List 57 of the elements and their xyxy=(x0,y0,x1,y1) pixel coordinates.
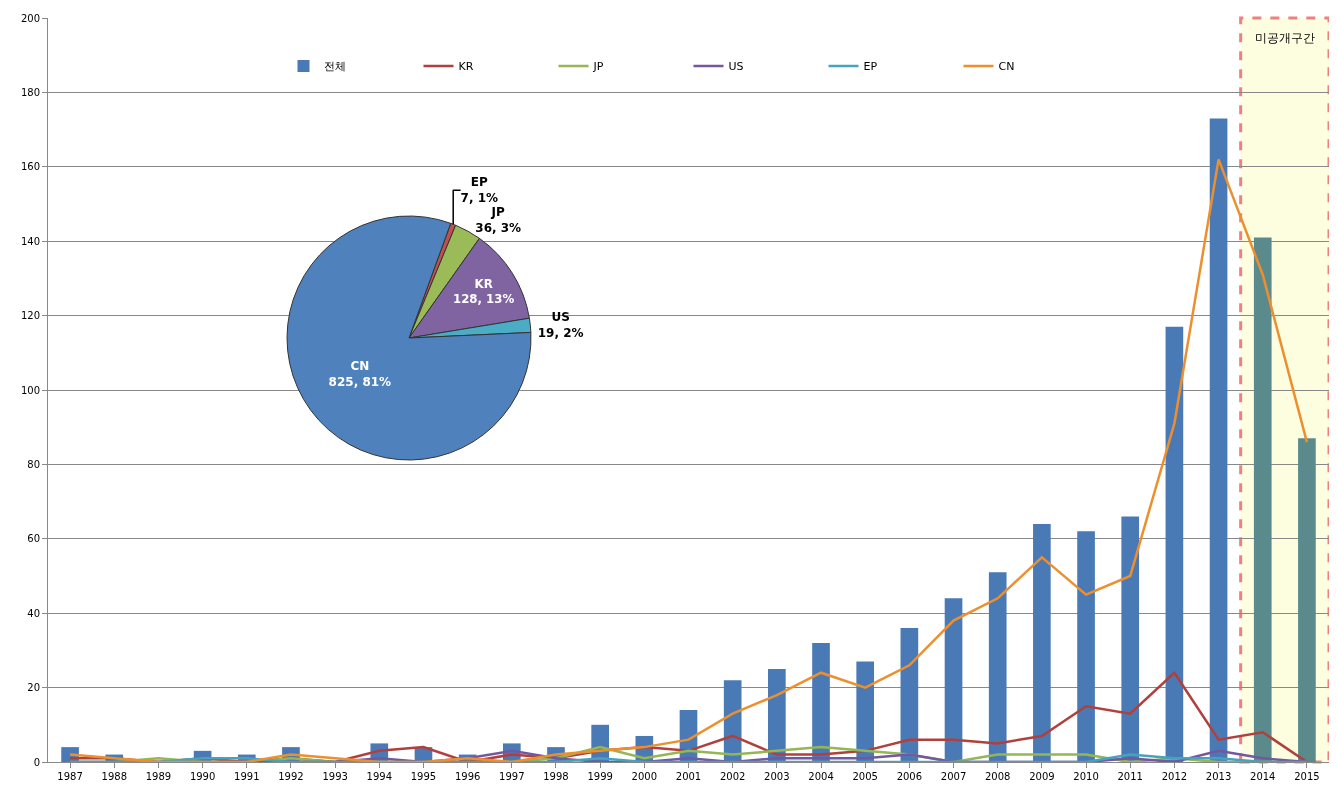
slice-label: CN xyxy=(350,359,370,374)
x-tick-label: 2007 xyxy=(940,771,967,782)
legend-label: EP xyxy=(863,60,878,74)
x-tick-label: 1998 xyxy=(543,771,569,782)
x-tick-label: 1999 xyxy=(587,771,613,782)
y-tick-label: 200 xyxy=(20,12,40,24)
data-label: 7, 1% xyxy=(460,191,499,206)
legend-label: KR xyxy=(458,60,474,74)
y-tick-label: 0 xyxy=(33,756,40,768)
x-tick-label: 2004 xyxy=(808,771,834,782)
slice-label: KR xyxy=(474,276,493,291)
slice-label: JP xyxy=(490,205,506,220)
legend-label: US xyxy=(728,60,744,74)
x-tick-label: 1990 xyxy=(189,771,216,782)
y-tick-label: 120 xyxy=(20,310,40,322)
x-tick-label: 1996 xyxy=(454,771,481,782)
y-tick-label: 40 xyxy=(27,607,40,619)
x-tick-label: 1991 xyxy=(234,771,260,782)
x-tick-label: 2008 xyxy=(984,771,1011,782)
slice-label: EP xyxy=(470,175,489,190)
x-tick-label: 1994 xyxy=(366,771,393,782)
x-tick-label: 2013 xyxy=(1205,771,1232,782)
legend-label: 전체 xyxy=(323,60,346,74)
x-tick-label: 1989 xyxy=(145,771,172,782)
data-label: 825, 81% xyxy=(328,374,392,389)
x-tick-label: 1992 xyxy=(278,771,304,782)
x-tick-label: 2002 xyxy=(719,771,746,782)
y-tick-label: 100 xyxy=(20,384,40,396)
x-tick-label: 2011 xyxy=(1117,771,1143,782)
x-tick-label: 2000 xyxy=(631,771,658,782)
x-tick-label: 1993 xyxy=(322,771,348,782)
y-tick-label: 60 xyxy=(27,533,40,545)
x-tick-label: 2001 xyxy=(675,771,702,782)
y-tick-label: 140 xyxy=(20,235,40,247)
data-label: 19, 2% xyxy=(537,325,584,340)
x-tick-label: 1995 xyxy=(410,771,437,782)
y-tick-label: 20 xyxy=(27,682,40,694)
data-label: 36, 3% xyxy=(475,220,522,235)
slice-label: US xyxy=(551,310,570,325)
band-label: 미공개구간 xyxy=(1255,31,1315,45)
x-tick-label: 2003 xyxy=(764,771,790,782)
x-tick-label: 2014 xyxy=(1250,771,1276,782)
legend-label: JP xyxy=(592,60,604,74)
x-tick-label: 1988 xyxy=(101,771,127,782)
x-tick-label: 2009 xyxy=(1029,771,1055,782)
y-tick-label: 180 xyxy=(20,86,40,98)
legend-label: CN xyxy=(998,60,1015,74)
y-tick-label: 80 xyxy=(27,458,40,470)
x-tick-label: 1987 xyxy=(57,771,83,782)
x-tick-label: 1997 xyxy=(499,771,525,782)
y-tick-label: 160 xyxy=(20,161,40,173)
x-tick-label: 2012 xyxy=(1161,771,1188,782)
x-tick-label: 2006 xyxy=(896,771,923,782)
x-tick-label: 2005 xyxy=(852,771,878,782)
x-tick-label: 2015 xyxy=(1294,771,1320,782)
x-tick-label: 2010 xyxy=(1073,771,1099,782)
data-label: 128, 13% xyxy=(452,291,515,306)
